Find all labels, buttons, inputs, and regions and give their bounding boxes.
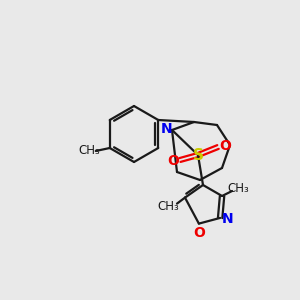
Text: O: O xyxy=(219,139,231,153)
Text: S: S xyxy=(193,148,203,163)
Text: CH₃: CH₃ xyxy=(157,200,179,213)
Text: O: O xyxy=(193,226,205,240)
Text: CH₃: CH₃ xyxy=(78,145,100,158)
Text: CH₃: CH₃ xyxy=(227,182,249,196)
Text: O: O xyxy=(167,154,179,168)
Text: N: N xyxy=(161,122,173,136)
Text: N: N xyxy=(221,212,233,226)
